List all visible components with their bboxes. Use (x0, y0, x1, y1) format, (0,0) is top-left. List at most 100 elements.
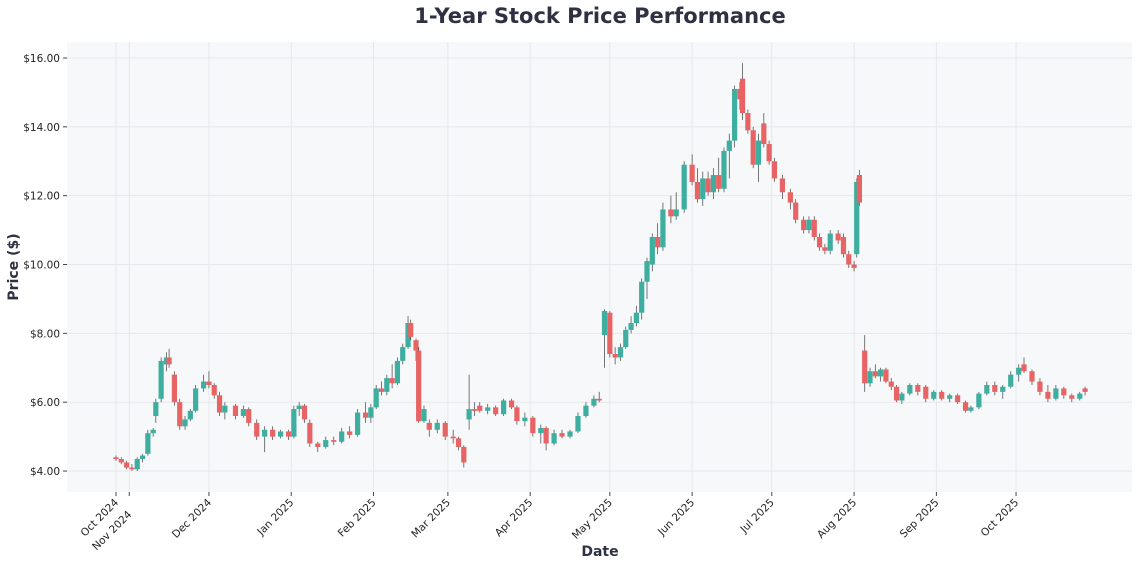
candle-down (408, 319, 414, 341)
candle-body (766, 144, 772, 162)
candle-body (177, 402, 183, 427)
candle-body (134, 458, 140, 470)
candle-down (779, 175, 786, 200)
candle-up (931, 390, 937, 401)
candle-down (851, 261, 857, 272)
candle-body (628, 323, 634, 330)
candle-body (1061, 388, 1067, 396)
candle-body (923, 386, 929, 399)
candle-body (710, 175, 716, 193)
candle-up (201, 374, 207, 392)
candles (113, 63, 1088, 472)
candle-up (291, 405, 297, 439)
candle-body (872, 371, 878, 377)
candle-body (355, 412, 361, 435)
x-tick-label: Jul 2025 (737, 497, 776, 536)
candle-down (270, 426, 276, 441)
candle-down (963, 400, 969, 413)
candle-up (601, 309, 608, 368)
candle-up (339, 428, 345, 444)
candle-body (806, 219, 812, 231)
candle-body (739, 78, 746, 114)
candle-down (888, 378, 894, 391)
candle-body (118, 458, 124, 463)
candle-body (732, 88, 738, 141)
candle-down (246, 407, 252, 427)
candle-down (461, 445, 467, 468)
candle-body (113, 457, 119, 459)
candle-body (822, 247, 828, 251)
candle-body (601, 310, 608, 336)
candle-down (1029, 369, 1035, 385)
candle-body (471, 409, 478, 411)
candle-body (721, 150, 727, 189)
candle-up (984, 381, 990, 396)
candle-up (755, 133, 762, 182)
candle-body (421, 409, 427, 422)
candle-body (362, 412, 369, 418)
candle-body (1008, 374, 1014, 387)
candle-up (522, 412, 528, 427)
candle-body (835, 233, 841, 241)
candle-body (182, 419, 188, 427)
candle-up (649, 233, 655, 272)
candle-body (968, 407, 974, 411)
candle-body (408, 323, 414, 337)
candle-down (124, 460, 130, 470)
y-tick-label: $4.00 (30, 466, 60, 478)
candle-up (1016, 364, 1022, 382)
candle-up (1077, 391, 1083, 401)
candle-up (976, 391, 982, 410)
candle-down (1061, 386, 1067, 399)
candle-up (575, 412, 581, 434)
candle-body (413, 340, 419, 351)
candle-body (984, 384, 990, 394)
candle-up (617, 343, 624, 361)
candle-body (737, 88, 743, 100)
candle-body (211, 384, 217, 396)
candle-up (700, 171, 706, 207)
candle-body (1069, 395, 1075, 399)
candle-body (883, 369, 889, 382)
candle-body (811, 219, 817, 237)
candle-body (878, 369, 884, 377)
candle-body (660, 209, 666, 248)
candle-up (1008, 371, 1014, 389)
candle-up (187, 409, 193, 422)
candle-body (315, 443, 321, 447)
candle-body (607, 312, 613, 355)
candle-up (158, 357, 164, 403)
candle-body (153, 402, 159, 416)
candle-body (461, 446, 467, 463)
candle-down (315, 441, 321, 453)
candle-body (689, 164, 695, 182)
candle-down (923, 384, 929, 403)
candle-down (177, 398, 183, 430)
candle-up (732, 85, 738, 148)
candle-body (1037, 381, 1043, 392)
candle-body (270, 429, 276, 437)
candle-body (655, 236, 661, 248)
candle-down (413, 338, 419, 361)
candle-up (368, 403, 374, 423)
candle-down (655, 223, 661, 255)
candle-body (726, 140, 732, 151)
candle-body (1021, 364, 1027, 372)
candle-body (145, 433, 151, 454)
candle-up (591, 395, 597, 408)
candle-body (899, 393, 905, 401)
candle-body (779, 178, 786, 193)
candle-body (575, 415, 581, 432)
candle-body (559, 433, 565, 437)
candle-down (493, 405, 499, 416)
candle-up (262, 426, 268, 453)
candle-up (466, 374, 472, 430)
candle-body (761, 123, 767, 145)
candle-body (801, 219, 807, 231)
candle-up (1053, 384, 1059, 401)
candle-down (331, 436, 337, 446)
candle-body (514, 407, 520, 422)
candle-body (206, 381, 212, 385)
candle-body (668, 209, 674, 217)
y-tick-label: $14.00 (23, 122, 60, 134)
